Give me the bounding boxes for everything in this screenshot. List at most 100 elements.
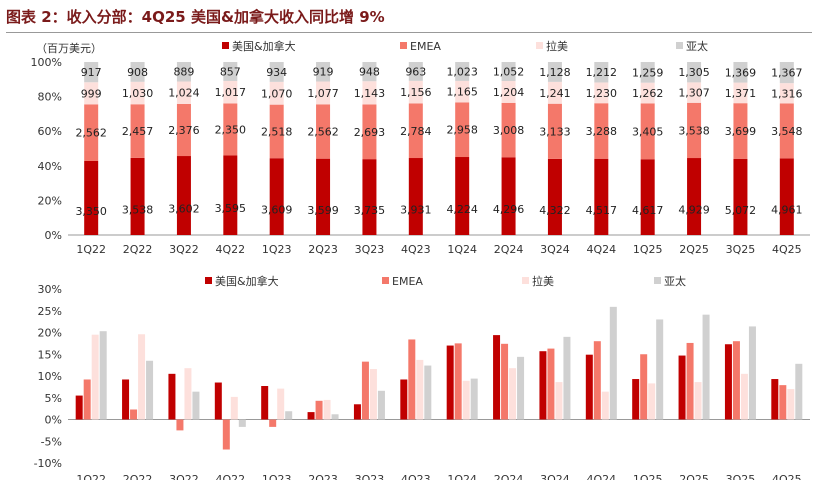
x-tick-label: 4Q24 [586,243,616,256]
bar [702,314,710,420]
data-label: 3,538 [122,203,154,216]
x-tick-label: 4Q23 [401,473,431,480]
data-label: 1,070 [261,87,293,100]
bar-segment [547,103,562,159]
bar-segment [362,159,377,235]
bar [285,411,293,420]
data-label: 1,307 [678,87,710,100]
bar [686,342,694,420]
bar [168,373,176,420]
x-tick-label: 1Q23 [262,243,292,256]
bar [732,341,740,420]
data-label: 3,599 [307,204,339,217]
x-tick-label: 3Q24 [540,473,570,480]
bar-segment [176,81,191,104]
bar [184,368,192,420]
bar [648,383,656,420]
bar [315,400,323,420]
x-tick-label: 2Q24 [494,243,524,256]
bar [99,331,107,420]
bar-segment [408,158,423,235]
bar-segment [687,62,702,83]
bar-segment [130,157,145,235]
x-tick-label: 3Q22 [169,473,199,480]
legend-label-3: 亚太 [686,40,708,53]
bar-segment [779,158,794,235]
y-tick-label: 60% [38,125,62,138]
bar-segment [408,62,423,81]
data-label: 1,165 [446,86,478,99]
x-tick-label: 4Q24 [586,473,616,480]
bar-segment [547,81,562,104]
data-label: 2,562 [307,126,339,139]
bar [446,345,454,420]
data-label: 3,548 [771,125,803,138]
bar [517,356,525,420]
bar [176,419,184,431]
bar-segment [733,158,748,235]
data-label: 1,023 [446,65,478,78]
y-tick-label: 15% [38,348,62,361]
bar [83,379,91,420]
bar [400,379,408,420]
x-tick-label: 3Q23 [355,243,385,256]
bar-segment [269,158,284,235]
x-tick-label: 1Q22 [76,243,106,256]
x-tick-label: 1Q24 [447,243,477,256]
bar-segment [501,157,516,235]
data-label: 1,367 [771,67,803,80]
bar-segment [223,103,238,156]
x-tick-label: 2Q22 [123,243,153,256]
data-label: 1,077 [307,87,339,100]
y-tick-label: 0% [45,229,62,242]
y-tick-label: -10% [34,457,62,470]
x-tick-label: 3Q23 [355,473,385,480]
bar [740,373,748,420]
data-label: 2,376 [168,124,200,137]
bar-segment [176,62,191,82]
yoy-growth-chart: 美国&加拿大 EMEA 拉美 亚太 -10% -5% 0% 5% 10% 15% 20% 25% 30%… [34,274,810,480]
bar-segment [779,83,794,104]
legend-swatch-0 [205,277,212,284]
x-tick-label: 2Q24 [494,473,524,480]
bar [779,385,787,420]
x-tick-label: 2Q25 [679,243,709,256]
bar [493,335,501,420]
data-label: 1,017 [215,86,247,99]
bar [539,351,547,420]
bar [377,390,385,420]
data-label: 934 [266,66,287,79]
bar [331,414,339,420]
bar-segment [594,158,609,235]
bar [192,391,200,420]
bar [563,336,571,420]
data-label: 919 [313,66,334,79]
bar-segment [594,103,609,159]
x-tick-label: 3Q25 [726,473,756,480]
bar-segment [84,62,99,83]
bar [501,343,509,420]
x-tick-label: 2Q23 [308,243,338,256]
bar-segment [455,157,470,235]
bar-segment [547,158,562,235]
data-label: 3,609 [261,204,293,217]
bar [277,388,285,420]
bar [787,389,795,420]
bar-segment [687,158,702,235]
data-label: 3,595 [215,202,247,215]
y-tick-label: 100% [31,56,62,69]
data-label: 1,204 [493,86,525,99]
bar [130,409,138,420]
bar [547,348,555,420]
legend-swatch-3 [654,277,661,284]
bar-segment [455,62,470,81]
x-tick-label: 1Q23 [262,473,292,480]
x-tick-label: 1Q25 [633,473,663,480]
data-label: 1,241 [539,87,571,100]
bar [632,379,640,420]
data-label: 4,517 [586,204,618,217]
bar-segment [316,81,331,105]
bar-segment [269,81,284,105]
bar-segment [269,62,284,82]
bar-segment [130,81,145,105]
